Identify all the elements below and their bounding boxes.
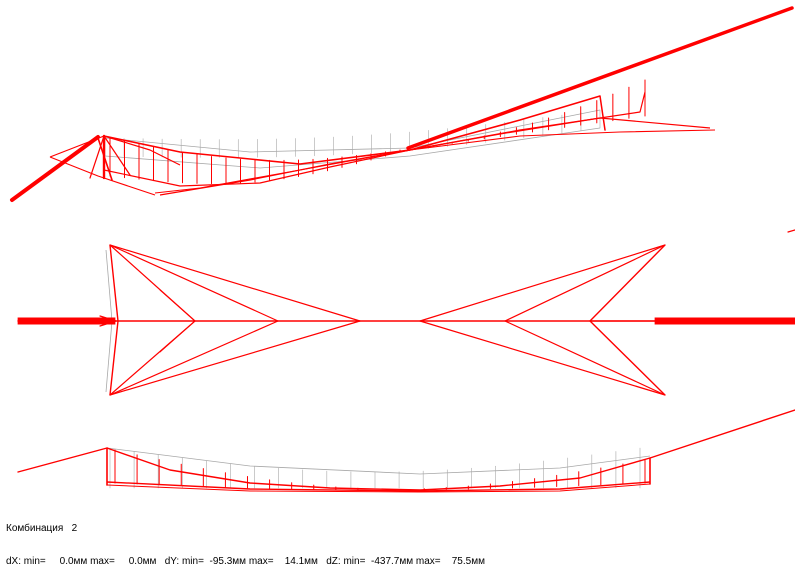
side-view-deformed — [17, 409, 795, 493]
status-readout: Комбинация 2 dX: min= 0.0мм max= 0.0мм d… — [6, 501, 485, 578]
combination-number: 2 — [71, 523, 78, 534]
plan-right-brace — [504, 320, 666, 396]
approach-cable-right — [406, 6, 794, 150]
dy-max-label: max= — [248, 556, 274, 567]
dz-max-value: 75.5мм — [451, 556, 485, 567]
dx-min-value: 0.0мм — [59, 556, 88, 567]
undeformed-chord — [104, 109, 601, 153]
combination-label: Комбинация — [6, 523, 64, 534]
dx-max-value: 0.0мм — [128, 556, 157, 567]
side-main-cable — [106, 447, 651, 491]
plan-right-frame — [589, 244, 666, 396]
plan-view-deformed — [17, 229, 795, 396]
plan-left-brace — [109, 244, 279, 322]
plan-arrow-tip — [99, 315, 117, 322]
dx-max-label: max= — [90, 556, 115, 567]
side-approach-left — [17, 447, 108, 473]
undeformed-model — [104, 109, 651, 489]
side-approach-right — [649, 409, 795, 459]
plan-edge-mark — [787, 229, 795, 233]
plan-left-inner — [159, 320, 196, 353]
deformation-view — [10, 6, 795, 493]
pylon-left-stay — [89, 135, 105, 179]
side-undeformed-cable — [106, 447, 651, 475]
side-deck-lower — [106, 483, 651, 493]
plan-right-brace — [504, 244, 666, 322]
dx-min-label: dX: min= — [6, 556, 46, 567]
approach-cable-left — [10, 135, 100, 202]
dy-max-value: 14.1мм — [284, 556, 318, 567]
plan-left-brace — [109, 320, 279, 396]
combination-line: Комбинация 2 — [6, 523, 485, 534]
plan-right-brace — [419, 244, 666, 322]
top-view-deformed — [10, 6, 794, 202]
dz-min-label: dZ: min= — [326, 556, 366, 567]
dy-min-value: -95.3мм — [209, 556, 247, 567]
top-cable-chord — [103, 95, 601, 165]
plan-left-inner — [159, 289, 196, 322]
dz-max-label: max= — [415, 556, 441, 567]
pylon-left-stay — [103, 135, 131, 176]
plan-arrow-tip — [99, 320, 117, 327]
displacement-line: dX: min= 0.0мм max= 0.0мм dY: min= -95.3… — [6, 556, 485, 567]
deck-chord-3 — [154, 129, 716, 194]
pylon-right — [599, 95, 606, 131]
deck-chord-2 — [159, 91, 646, 196]
side-deck — [106, 481, 651, 492]
deck-chord-1 — [103, 117, 711, 187]
plan-left-brace — [109, 320, 361, 396]
plan-right-brace — [419, 320, 666, 396]
pylon-brace-2 — [49, 156, 156, 196]
dz-min-value: -437.7мм — [371, 556, 414, 567]
pylon-brace — [49, 135, 181, 166]
plan-left-brace — [109, 244, 361, 322]
plan-left-frame — [109, 244, 119, 396]
dy-min-label: dY: min= — [164, 556, 204, 567]
